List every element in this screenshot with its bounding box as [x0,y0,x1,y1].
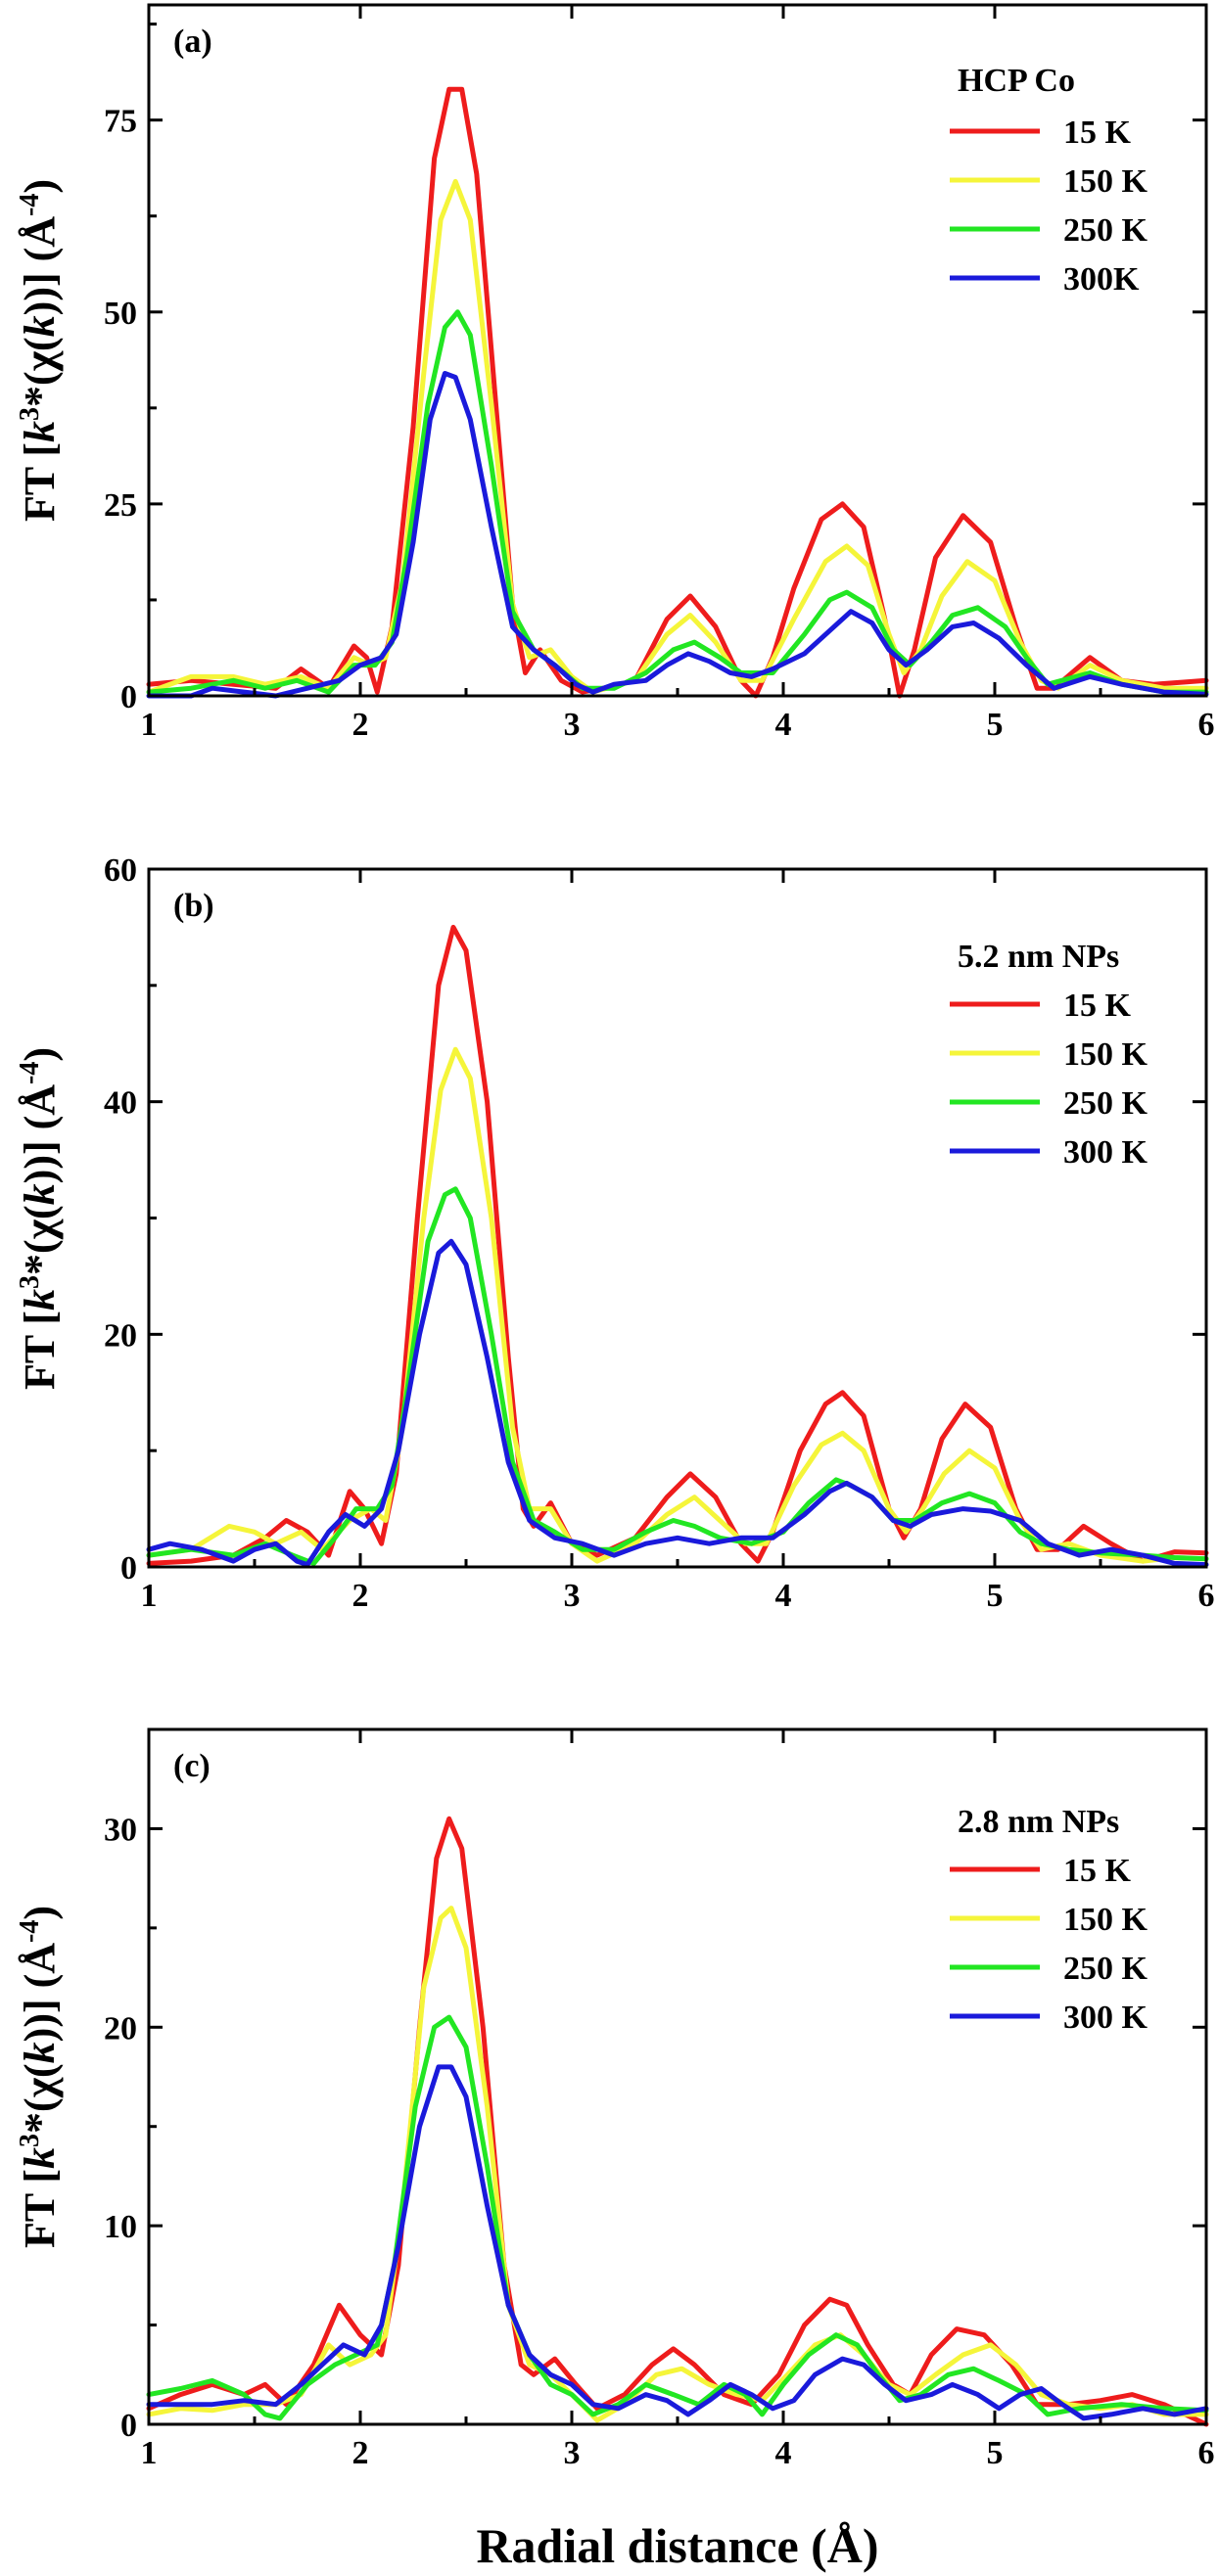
panel-a-x-tick-label: 6 [1198,707,1215,743]
panel-c-x-tick-label: 6 [1198,2435,1215,2471]
panel-a-plot-frame [147,3,1208,698]
panel-b-x-tick-label: 2 [352,1578,369,1614]
panel-c-y-tick-label: 0 [120,2408,137,2444]
panel-b-legend-title: 5.2 nm NPs [958,939,1119,975]
panel-b-legend-label: 300 K [1063,1134,1148,1171]
panel-c: 1 2 3 4 5 6 0 10 20 30 (c) 2.8 nm NPs 15 K 150 K 250 K… [15,1727,1215,2471]
panel-c-legend-label: 15 K [1063,1853,1132,1889]
panel-a-series-300k-line [146,371,1209,699]
panel-c-y-tick-label: 10 [104,2209,137,2245]
panel-b-y-axis-title: FT [k3*(χ(k))] (Å-4) [15,1047,64,1390]
panel-b-legend-label: 150 K [1063,1036,1148,1073]
panel-c-series-150k-line [146,1906,1209,2423]
panel-a-x-tick-label: 1 [141,707,158,743]
panel-c-x-tick-label: 4 [775,2435,792,2471]
panel-b-y-tick-label: 40 [104,1085,137,1122]
panel-a-series-15k-line [146,86,1209,699]
panel-a-legend-label: 150 K [1063,163,1148,200]
panel-b-x-tick-label: 1 [141,1578,158,1614]
panel-c-legend-title: 2.8 nm NPs [958,1804,1119,1840]
panel-a-series-150k-line [146,178,1209,695]
panel-b-series-250k-line [146,1186,1209,1566]
panel-a-legend-label: 300K [1063,261,1140,298]
panel-c-series-300k-line [146,2064,1209,2421]
x-axis-title: Radial distance (Å) [476,2518,878,2573]
panel-c-y-axis-title: FT [k3*(χ(k))] (Å-4) [15,1906,64,2248]
panel-c-legend-label: 250 K [1063,1951,1148,1987]
panel-a-legend-label: 250 K [1063,212,1148,249]
panel-a-label: (a) [173,23,212,60]
panel-a-plot-layer: 1 2 3 4 5 6 0 25 50 75 (a) HCP Co 15 K 150 K 250 K 300K [104,3,1215,743]
panel-c-legend-label: 150 K [1063,1902,1148,1938]
panel-c-label: (c) [173,1748,211,1784]
panel-b-series-15k-line [146,924,1209,1566]
panel-b-x-tick-label: 5 [987,1578,1004,1614]
panel-b-x-tick-label: 4 [775,1578,792,1614]
panel-a-x-tick-label: 4 [775,707,792,743]
panel-c-series-15k-line [146,1816,1209,2427]
panel-a-y-tick-label: 0 [120,679,137,715]
panel-c-series-250k-line [146,2014,1209,2421]
panel-a-x-tick-label: 3 [564,707,581,743]
panel-b-legend-label: 15 K [1063,988,1132,1024]
panel-c-y-tick-label: 30 [104,1812,137,1848]
panel-c-x-tick-label: 3 [564,2435,581,2471]
panel-a-y-tick-label: 50 [104,296,137,332]
panel-b-y-tick-label: 0 [120,1550,137,1587]
panel-a-y-tick-label: 25 [104,487,137,524]
panel-c-x-tick-label: 1 [141,2435,158,2471]
panel-c-y-tick-label: 20 [104,2010,137,2047]
panel-a-x-tick-label: 2 [352,707,369,743]
panel-a-x-tick-label: 5 [987,707,1004,743]
panel-c-plot-layer: 1 2 3 4 5 6 0 10 20 30 (c) 2.8 nm NPs 15 K 150 K 250 K… [104,1727,1215,2471]
panel-b-y-tick-label: 60 [104,852,137,889]
panel-a-legend-label: 15 K [1063,115,1132,151]
panel-b-label: (b) [173,888,214,924]
panel-b-x-tick-label: 3 [564,1578,581,1614]
panel-c-x-tick-label: 2 [352,2435,369,2471]
panel-c-x-tick-label: 5 [987,2435,1004,2471]
panel-b-series-300k-line [146,1238,1209,1568]
panel-a-y-axis-title: FT [k3*(χ(k))] (Å-4) [15,179,64,522]
panel-b-y-tick-label: 20 [104,1317,137,1354]
panel-a: 1 2 3 4 5 6 0 25 50 75 (a) HCP Co 15 K 150 K 250 K 300K… [15,3,1215,743]
panel-b-legend-label: 250 K [1063,1085,1148,1122]
panel-a-series-250k-line [146,309,1209,695]
panel-a-y-tick-label: 75 [104,104,137,140]
panel-b-x-tick-label: 6 [1198,1578,1215,1614]
panel-c-legend-label: 300 K [1063,2000,1148,2036]
panel-a-legend-title: HCP Co [958,63,1075,99]
